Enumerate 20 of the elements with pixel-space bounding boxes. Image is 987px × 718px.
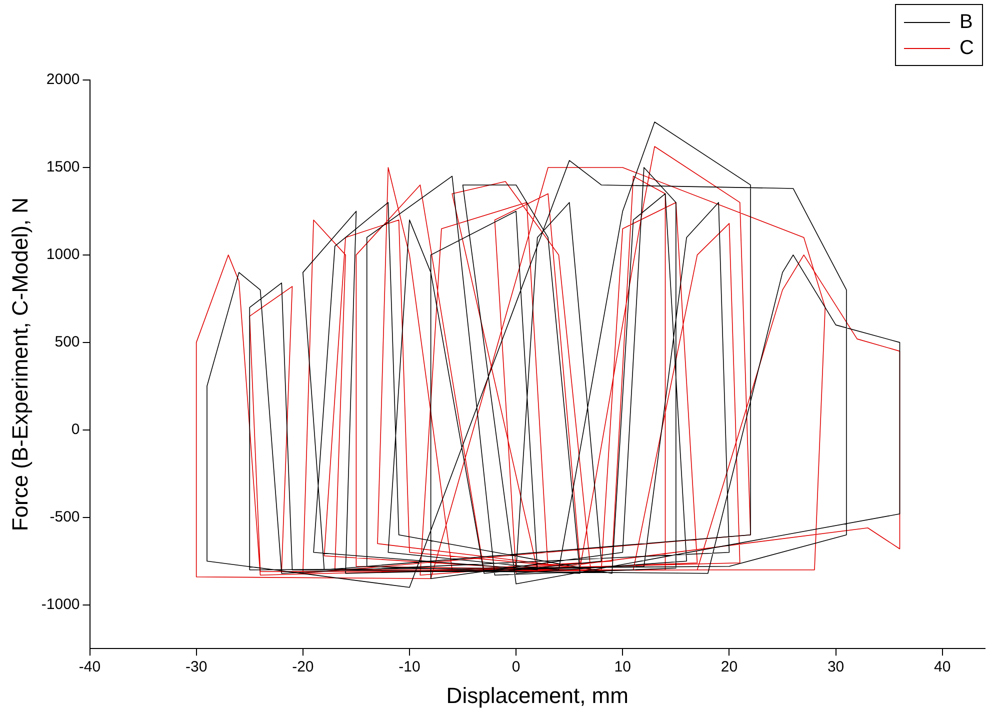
legend-label: B: [960, 10, 973, 34]
x-tick-label: 0: [512, 658, 520, 676]
y-axis-title: Force (B-Experiment, C-Model), N: [7, 197, 32, 532]
y-tick-label: 2000: [46, 71, 80, 88]
legend-label: C: [960, 36, 974, 60]
y-tick-label: 500: [54, 334, 80, 351]
x-tick-label: -10: [398, 658, 420, 676]
x-tick-label: 40: [934, 658, 951, 676]
x-tick-label: 30: [827, 658, 844, 676]
x-tick-label: 20: [720, 658, 738, 676]
x-tick-label: 10: [614, 658, 631, 676]
y-tick-label: -1000: [41, 596, 80, 613]
x-tick-label: -20: [292, 658, 314, 676]
x-tick-label: -40: [78, 658, 101, 676]
y-tick-label: 1000: [46, 246, 80, 264]
x-tick-label: -30: [185, 658, 208, 676]
x-axis-title: Displacement, mm: [446, 682, 628, 708]
y-tick-label: 0: [71, 421, 80, 438]
y-tick-label: -500: [50, 508, 80, 526]
y-tick-label: 1500: [46, 158, 80, 176]
